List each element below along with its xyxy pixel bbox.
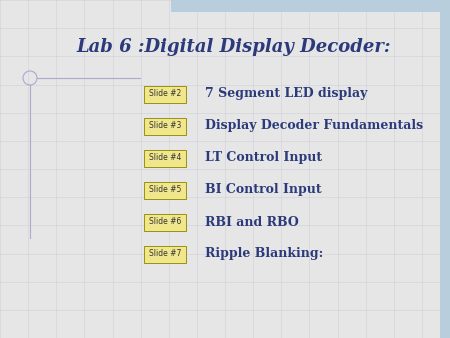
Bar [171,0,450,12]
Text: Display Decoder Fundamentals: Display Decoder Fundamentals [205,120,423,132]
Text: Lab 6 :Digital Display Decoder:: Lab 6 :Digital Display Decoder: [77,38,391,56]
Text: Slide #3: Slide #3 [149,121,181,130]
FancyBboxPatch shape [144,214,186,231]
FancyBboxPatch shape [144,182,186,198]
Text: RBI and RBO: RBI and RBO [205,216,299,228]
Text: BI Control Input: BI Control Input [205,184,322,196]
Text: Ripple Blanking:: Ripple Blanking: [205,247,323,261]
Text: Slide #7: Slide #7 [149,249,181,259]
FancyBboxPatch shape [144,245,186,263]
Text: Slide #2: Slide #2 [149,90,181,98]
FancyBboxPatch shape [144,118,186,135]
Text: Slide #4: Slide #4 [149,153,181,163]
Text: Slide #5: Slide #5 [149,186,181,194]
Text: 7 Segment LED display: 7 Segment LED display [205,88,367,100]
FancyBboxPatch shape [144,86,186,102]
Bar [440,0,450,338]
Text: LT Control Input: LT Control Input [205,151,322,165]
FancyBboxPatch shape [144,149,186,167]
Text: Slide #6: Slide #6 [149,217,181,226]
